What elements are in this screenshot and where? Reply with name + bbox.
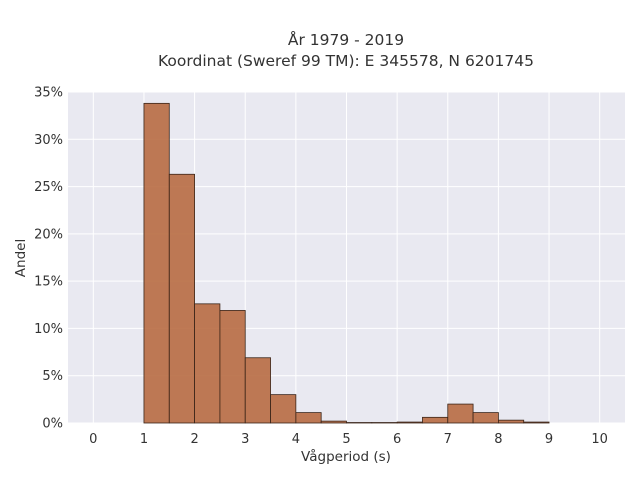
x-tick-label: 9 (545, 432, 553, 447)
x-tick-label: 7 (444, 432, 452, 447)
histogram-bar (472, 412, 499, 424)
y-tick-label: 20% (34, 227, 63, 242)
histogram-bar (498, 419, 525, 424)
histogram-bar (244, 357, 271, 424)
histogram-bar (396, 421, 423, 424)
y-tick-label: 0% (42, 417, 63, 432)
histogram-bar (320, 420, 347, 424)
chart-title: År 1979 - 2019 (288, 30, 404, 49)
x-axis-ticks: 0 1 2 3 4 5 6 7 8 9 10 (89, 432, 608, 447)
y-axis-ticks: 0% 5% 10% 15% 20% 25% 30% 35% (34, 86, 63, 432)
histogram-bar (270, 394, 297, 424)
y-tick-label: 15% (34, 275, 63, 290)
chart-subtitle: Koordinat (Sweref 99 TM): E 345578, N 62… (158, 52, 534, 70)
bars (143, 102, 550, 424)
histogram-bar (295, 412, 322, 424)
x-tick-label: 5 (342, 432, 350, 447)
x-tick-label: 10 (591, 432, 608, 447)
histogram-bar (219, 310, 246, 424)
x-tick-label: 3 (241, 432, 249, 447)
y-tick-label: 25% (34, 180, 63, 195)
grid-lines (68, 91, 625, 424)
x-axis-label: Vågperiod (s) (301, 448, 391, 465)
x-tick-label: 0 (89, 432, 97, 447)
histogram-bar (523, 421, 550, 424)
y-tick-label: 10% (34, 322, 63, 337)
histogram-bar (194, 303, 221, 424)
x-tick-label: 2 (190, 432, 198, 447)
y-tick-label: 30% (34, 133, 63, 148)
x-tick-label: 6 (393, 432, 401, 447)
y-tick-label: 35% (34, 86, 63, 101)
histogram-bar (168, 173, 195, 424)
y-axis-label: Andel (13, 239, 29, 277)
histogram-bar (143, 102, 170, 424)
y-tick-label: 5% (42, 369, 63, 384)
x-tick-label: 4 (292, 432, 300, 447)
histogram-bar (447, 403, 474, 424)
x-tick-label: 1 (140, 432, 148, 447)
histogram-bar (422, 416, 449, 424)
x-tick-label: 8 (494, 432, 502, 447)
